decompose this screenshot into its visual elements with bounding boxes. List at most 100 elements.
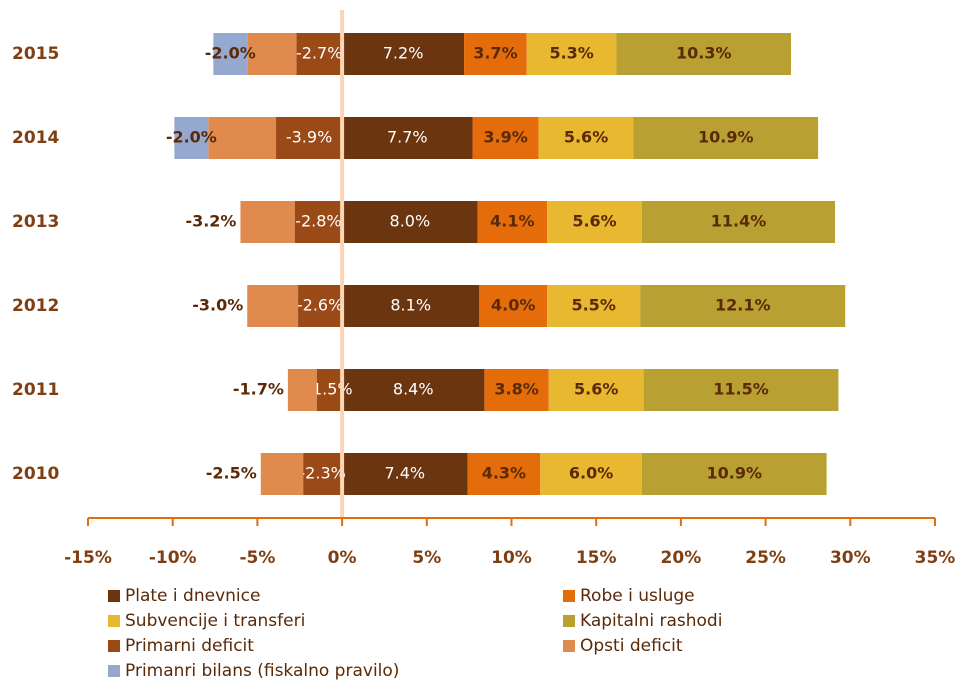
bar-segment bbox=[641, 201, 836, 243]
data-label: 3.7% bbox=[473, 44, 517, 63]
data-label: 4.3% bbox=[482, 464, 526, 483]
bar-segment bbox=[477, 201, 548, 243]
data-label: 7.4% bbox=[384, 464, 425, 483]
data-label: -3.9% bbox=[286, 128, 332, 147]
bar-segment bbox=[247, 285, 299, 327]
data-label: 11.5% bbox=[713, 380, 769, 399]
data-label: 5.6% bbox=[574, 380, 618, 399]
legend-swatch bbox=[563, 590, 575, 602]
data-label: -1.7% bbox=[233, 380, 284, 399]
data-label: 5.6% bbox=[564, 128, 608, 147]
legend-label: Subvencije i transferi bbox=[125, 611, 305, 631]
bar-segment bbox=[342, 117, 473, 159]
data-label: 3.8% bbox=[494, 380, 538, 399]
x-tick-label: 30% bbox=[830, 548, 871, 568]
category-label: 2015 bbox=[12, 44, 59, 64]
bar-segment bbox=[316, 369, 343, 411]
data-label: 7.7% bbox=[387, 128, 428, 147]
legend-swatch bbox=[108, 640, 120, 652]
legend-label: Opsti deficit bbox=[580, 636, 683, 656]
data-label: -2.8% bbox=[295, 212, 341, 231]
category-label: 2014 bbox=[12, 128, 59, 148]
bar-segment bbox=[526, 33, 617, 75]
data-label: 4.1% bbox=[490, 212, 534, 231]
data-label: 8.1% bbox=[390, 296, 431, 315]
data-label: -2.7% bbox=[296, 44, 342, 63]
legend-swatch bbox=[108, 590, 120, 602]
legend-label: Plate i dnevnice bbox=[125, 586, 260, 606]
data-label: 10.9% bbox=[698, 128, 754, 147]
bar-segment bbox=[342, 369, 485, 411]
bar-segment bbox=[213, 33, 248, 75]
data-label: 5.3% bbox=[549, 44, 593, 63]
legend-swatch bbox=[563, 640, 575, 652]
data-label: 10.3% bbox=[676, 44, 732, 63]
bar-segment bbox=[342, 201, 478, 243]
category-label: 2011 bbox=[12, 380, 59, 400]
data-label: -2.5% bbox=[206, 464, 257, 483]
bar-segment bbox=[547, 285, 641, 327]
bar-segment bbox=[303, 453, 343, 495]
data-label: 5.5% bbox=[571, 296, 615, 315]
legend-swatch bbox=[563, 615, 575, 627]
x-tick-label: 35% bbox=[915, 548, 956, 568]
bar-segment bbox=[547, 201, 642, 243]
x-tick-label: 20% bbox=[661, 548, 702, 568]
bar-segment bbox=[633, 117, 819, 159]
data-label: 8.0% bbox=[390, 212, 431, 231]
legend-label: Primanri bilans (fiskalno pravilo) bbox=[125, 661, 399, 681]
x-tick-label: 5% bbox=[412, 548, 441, 568]
bar-segment bbox=[342, 285, 480, 327]
bar-segment bbox=[640, 285, 846, 327]
bar-segment bbox=[540, 453, 642, 495]
x-tick-label: -10% bbox=[149, 548, 197, 568]
bar-segment bbox=[342, 33, 465, 75]
bar-segment bbox=[484, 369, 549, 411]
bar-segment bbox=[616, 33, 792, 75]
data-label: 10.9% bbox=[707, 464, 763, 483]
bar-segment bbox=[287, 369, 317, 411]
bar-segment bbox=[208, 117, 277, 159]
data-label: 12.1% bbox=[715, 296, 771, 315]
bar-segment bbox=[467, 453, 541, 495]
data-label: 7.2% bbox=[383, 44, 424, 63]
bar-segment bbox=[643, 369, 839, 411]
data-label: -2.6% bbox=[297, 296, 343, 315]
bar-segment bbox=[538, 117, 634, 159]
legend-label: Primarni deficit bbox=[125, 636, 254, 656]
bar-segment bbox=[548, 369, 644, 411]
x-tick-label: 10% bbox=[491, 548, 532, 568]
data-label: 6.0% bbox=[569, 464, 613, 483]
x-tick-label: 0% bbox=[328, 548, 357, 568]
bar-segment bbox=[294, 201, 343, 243]
legend-label: Kapitalni rashodi bbox=[580, 611, 722, 631]
bar-segment bbox=[174, 117, 209, 159]
bar-segment bbox=[479, 285, 548, 327]
data-label: 4.0% bbox=[491, 296, 535, 315]
bar-segment bbox=[641, 453, 827, 495]
data-label: -3.2% bbox=[185, 212, 236, 231]
category-label: 2012 bbox=[12, 296, 59, 316]
bar-segment bbox=[342, 453, 468, 495]
data-label: 3.9% bbox=[483, 128, 527, 147]
x-tick-label: -5% bbox=[239, 548, 275, 568]
data-label: 5.6% bbox=[572, 212, 616, 231]
bar-segment bbox=[240, 201, 295, 243]
data-label: -3.0% bbox=[192, 296, 243, 315]
bar-segment bbox=[298, 285, 343, 327]
bar-segment bbox=[464, 33, 527, 75]
legend-swatch bbox=[108, 665, 120, 677]
legend-swatch bbox=[108, 615, 120, 627]
x-tick-label: 25% bbox=[745, 548, 786, 568]
category-label: 2010 bbox=[12, 464, 59, 484]
bar-segment bbox=[260, 453, 304, 495]
bar-segment bbox=[472, 117, 539, 159]
data-label: -2.3% bbox=[299, 464, 345, 483]
x-tick-label: -15% bbox=[64, 548, 112, 568]
legend-label: Robe i usluge bbox=[580, 586, 695, 606]
data-label: 8.4% bbox=[393, 380, 434, 399]
data-label: -2.0% bbox=[166, 128, 217, 147]
bar-segment bbox=[247, 33, 297, 75]
x-tick-label: 15% bbox=[576, 548, 617, 568]
